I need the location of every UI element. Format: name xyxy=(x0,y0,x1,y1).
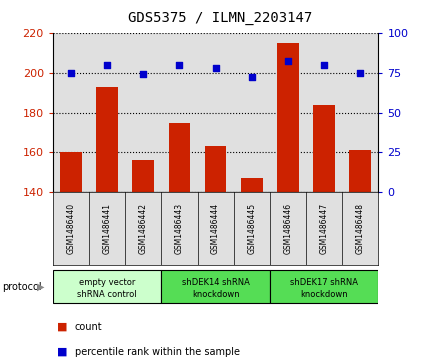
Text: knockdown: knockdown xyxy=(192,290,239,299)
Point xyxy=(321,62,328,68)
Bar xyxy=(270,270,378,303)
Text: GSM1486447: GSM1486447 xyxy=(319,203,329,254)
Text: GSM1486440: GSM1486440 xyxy=(66,203,75,254)
Text: knockdown: knockdown xyxy=(301,290,348,299)
Bar xyxy=(277,42,299,192)
Bar xyxy=(313,105,335,192)
Text: count: count xyxy=(75,322,103,332)
Bar xyxy=(96,86,118,192)
Point xyxy=(140,71,147,77)
Bar xyxy=(161,270,270,303)
Bar xyxy=(241,178,263,192)
Bar xyxy=(169,122,190,192)
Text: GSM1486442: GSM1486442 xyxy=(139,203,148,254)
Point xyxy=(212,65,219,71)
Point xyxy=(176,62,183,68)
Bar xyxy=(60,152,82,192)
Text: GSM1486443: GSM1486443 xyxy=(175,203,184,254)
Bar xyxy=(132,160,154,192)
Text: GSM1486444: GSM1486444 xyxy=(211,203,220,254)
Text: empty vector: empty vector xyxy=(79,278,135,287)
Text: GSM1486446: GSM1486446 xyxy=(283,203,293,254)
Point xyxy=(67,70,74,76)
Text: shRNA control: shRNA control xyxy=(77,290,137,299)
Text: ■: ■ xyxy=(57,322,68,332)
Point xyxy=(248,74,255,80)
Text: percentile rank within the sample: percentile rank within the sample xyxy=(75,347,240,357)
Text: ■: ■ xyxy=(57,347,68,357)
Bar xyxy=(349,150,371,192)
Text: GSM1486448: GSM1486448 xyxy=(356,203,365,254)
Bar xyxy=(205,146,227,192)
Text: protocol: protocol xyxy=(2,282,42,292)
Text: ▶: ▶ xyxy=(37,282,45,292)
Text: shDEK14 shRNA: shDEK14 shRNA xyxy=(182,278,249,287)
Point xyxy=(357,70,364,76)
Point xyxy=(103,62,110,68)
Text: shDEK17 shRNA: shDEK17 shRNA xyxy=(290,278,358,287)
Point xyxy=(284,58,291,64)
Text: GDS5375 / ILMN_2203147: GDS5375 / ILMN_2203147 xyxy=(128,11,312,25)
Text: GSM1486445: GSM1486445 xyxy=(247,203,256,254)
Bar xyxy=(53,270,161,303)
Text: GSM1486441: GSM1486441 xyxy=(103,203,112,254)
